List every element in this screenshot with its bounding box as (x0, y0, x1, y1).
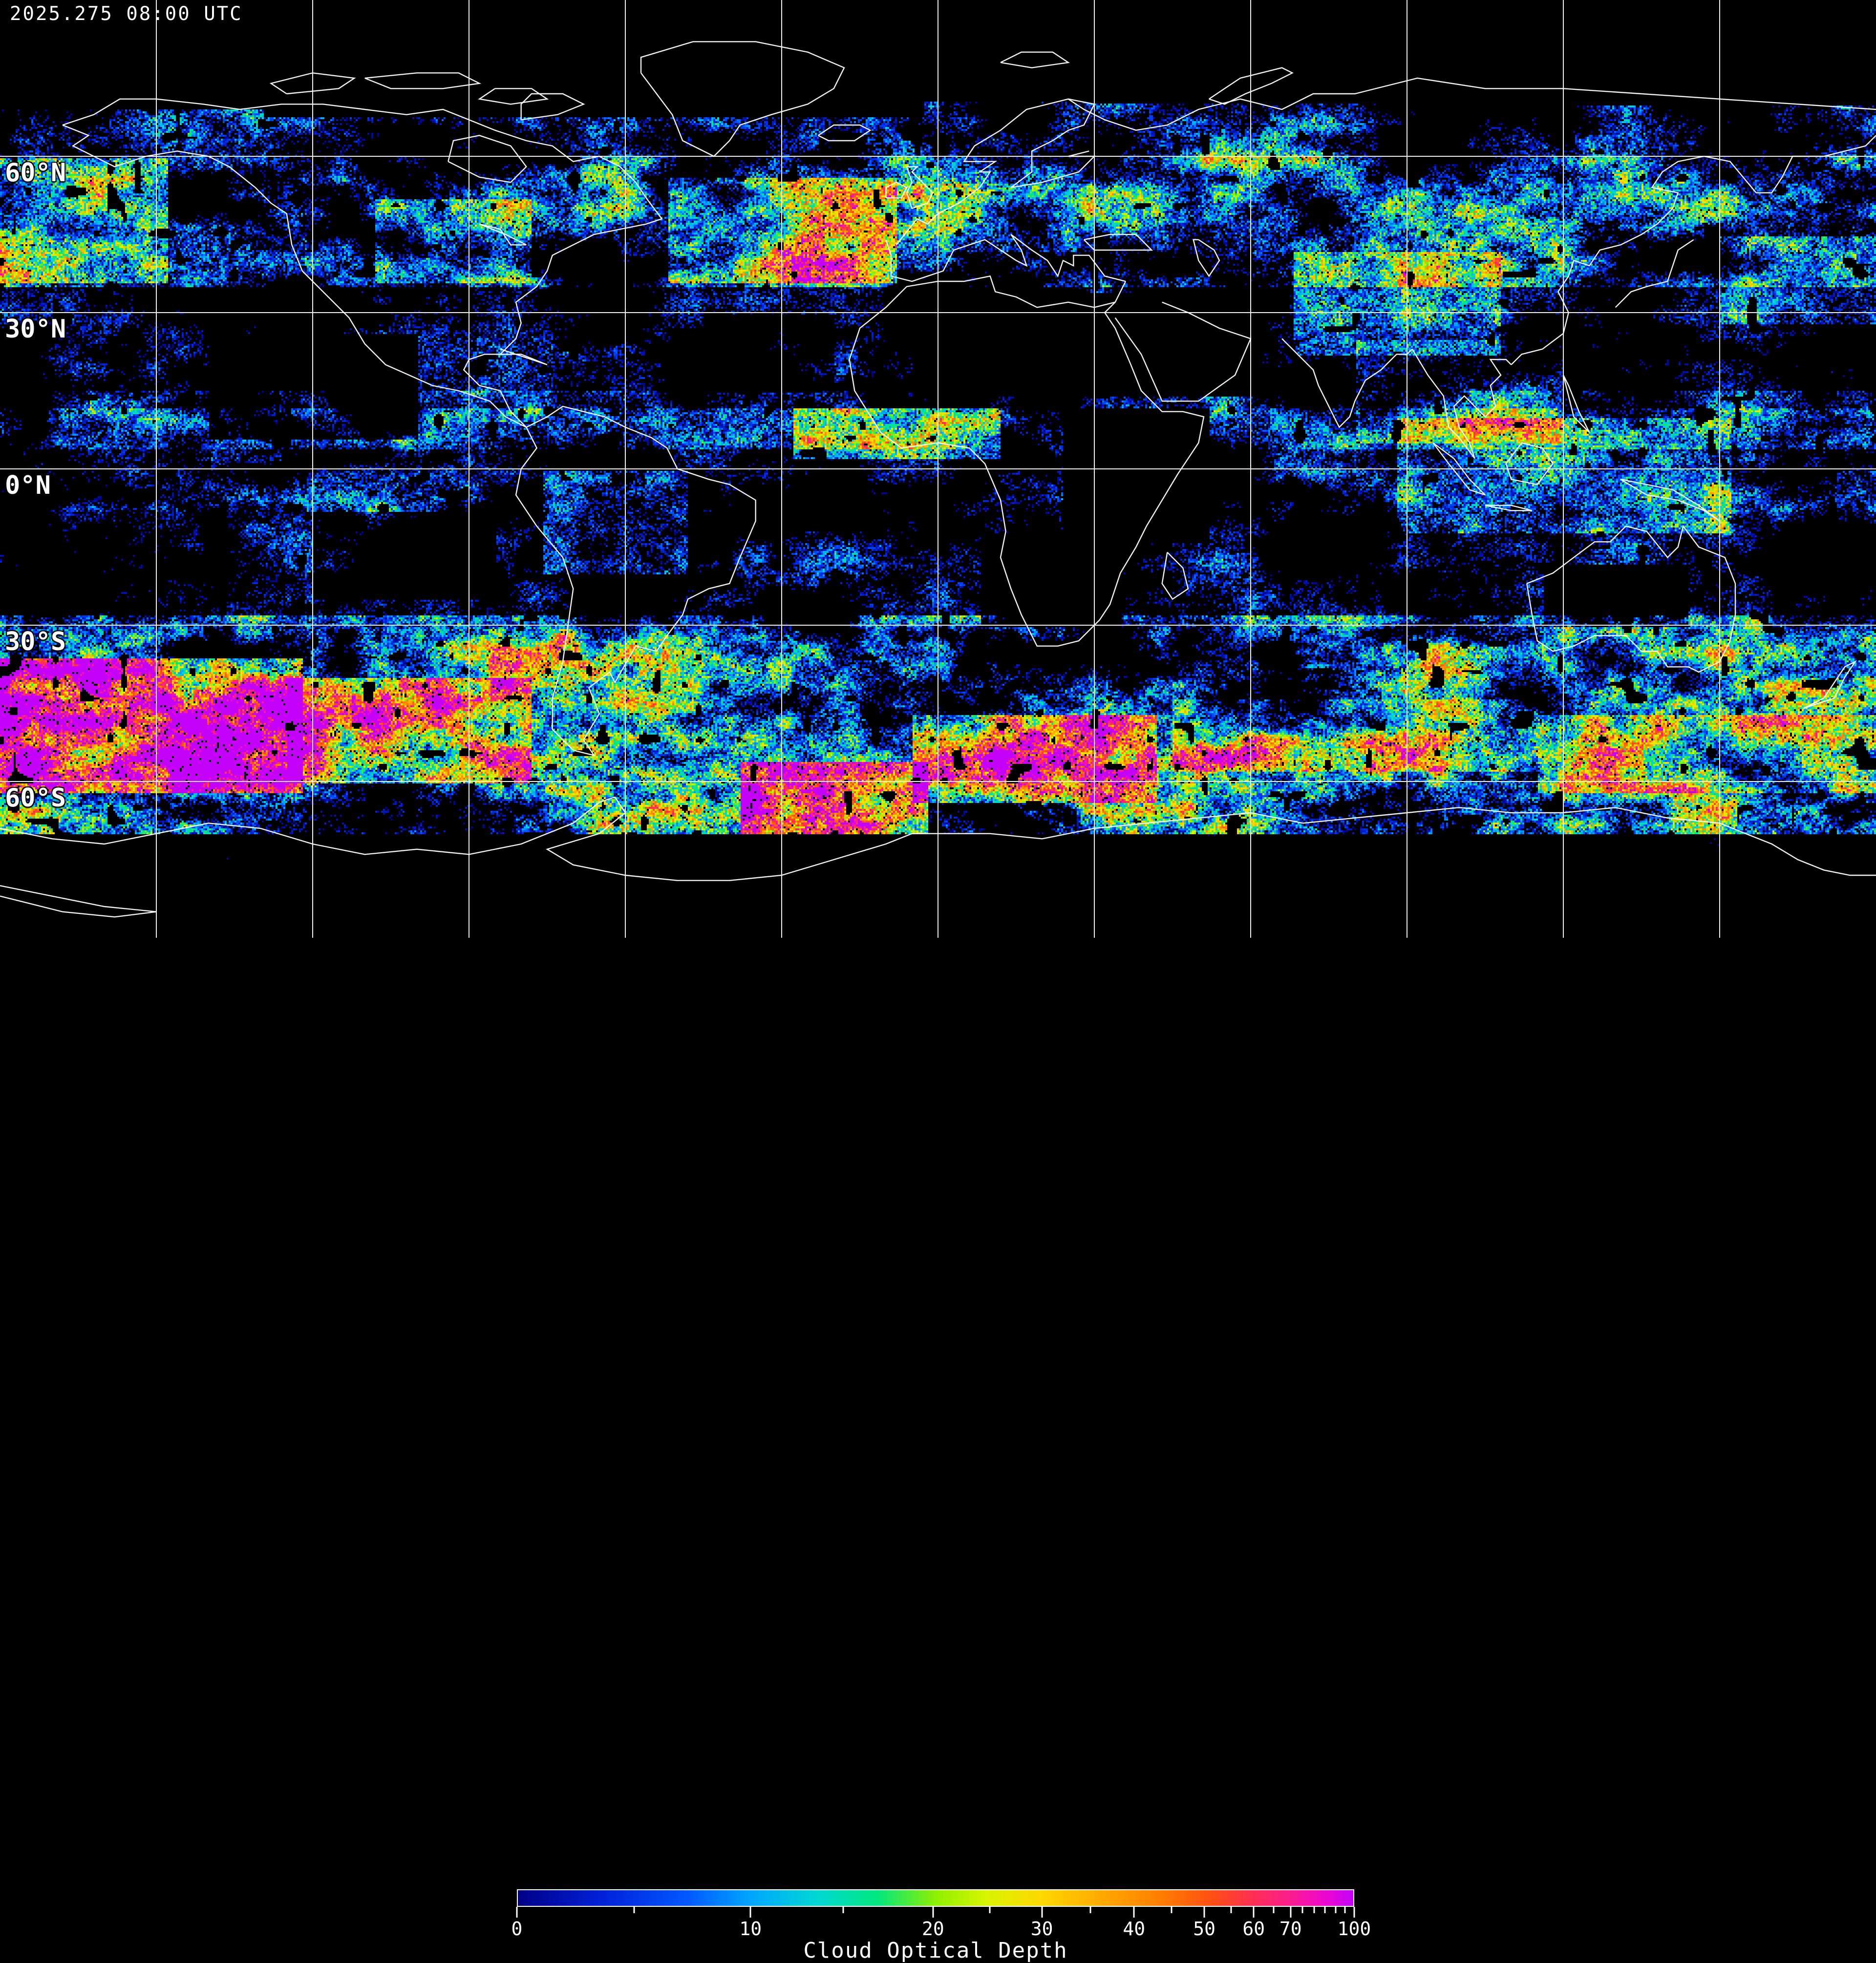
colorbar-tick-label: 30 (1030, 1918, 1053, 1940)
coastline (1432, 442, 1486, 496)
coastline (1161, 551, 1189, 600)
coastline (269, 72, 356, 95)
coastline (0, 796, 1876, 881)
coastline (1068, 77, 1876, 131)
coastline (62, 124, 527, 428)
coastline (1193, 239, 1220, 277)
coastline (1411, 349, 1512, 459)
coastline (62, 98, 663, 428)
colorbar-gradient (517, 1889, 1354, 1907)
coastline (1083, 233, 1153, 251)
coastline (1505, 442, 1554, 485)
coastline (849, 275, 1205, 647)
timestamp-label: 2025.275 08:00 UTC (10, 3, 243, 25)
coastline (1620, 479, 1720, 522)
coastline (1209, 67, 1294, 105)
latitude-label: 0°N (5, 471, 51, 500)
coastline (478, 88, 549, 105)
coastline (640, 41, 845, 157)
colorbar-title: Cloud Optical Depth (803, 1938, 1068, 1963)
coastline (895, 98, 1096, 246)
coastline (515, 405, 756, 757)
coastline (1526, 525, 1736, 673)
coastline (364, 72, 482, 89)
global-map-area: 60°N 30°N 0°N 30°S 60°S 2025.275 08:00 UTC (0, 0, 1876, 938)
latitude-label: 60°S (5, 783, 66, 813)
coastline (906, 166, 934, 209)
coastline (1000, 51, 1070, 68)
coastline (479, 223, 527, 246)
coastline (1615, 239, 1694, 308)
coastline (500, 348, 548, 365)
colorbar-tick-label: 20 (921, 1918, 944, 1940)
coastline (818, 124, 872, 142)
colorbar-tick-label: 10 (739, 1918, 762, 1940)
coastline (448, 135, 527, 183)
coastline (1562, 375, 1590, 433)
latitude-label: 30°N (5, 315, 66, 344)
coastline (520, 93, 585, 121)
colorbar-tick-label: 60 (1242, 1918, 1265, 1940)
colorbar-tick-label: 0 (511, 1918, 523, 1940)
latitude-label: 60°N (5, 158, 66, 188)
coastline (885, 234, 1126, 282)
coastline (885, 181, 908, 199)
latitude-label: 30°S (5, 627, 66, 656)
colorbar-tick-label: 50 (1193, 1918, 1216, 1940)
map-overlay (0, 0, 1876, 938)
colorbar-area: 0 10 20 30 40 50 60 70 100 Cloud Optical Depth (0, 938, 1876, 1962)
colorbar-tick-label: 100 (1337, 1918, 1371, 1940)
coastline (1803, 660, 1857, 709)
coastline (1114, 301, 1252, 402)
coastline (1511, 135, 1876, 365)
colorbar-tick-label: 70 (1279, 1918, 1302, 1940)
colorbar-tick-label: 40 (1123, 1918, 1146, 1940)
coastline (0, 885, 157, 918)
coastline (1281, 338, 1413, 428)
colorbar-tick-labels: 0 10 20 30 40 50 60 70 100 (512, 1913, 1371, 1940)
coastline (1485, 505, 1533, 511)
